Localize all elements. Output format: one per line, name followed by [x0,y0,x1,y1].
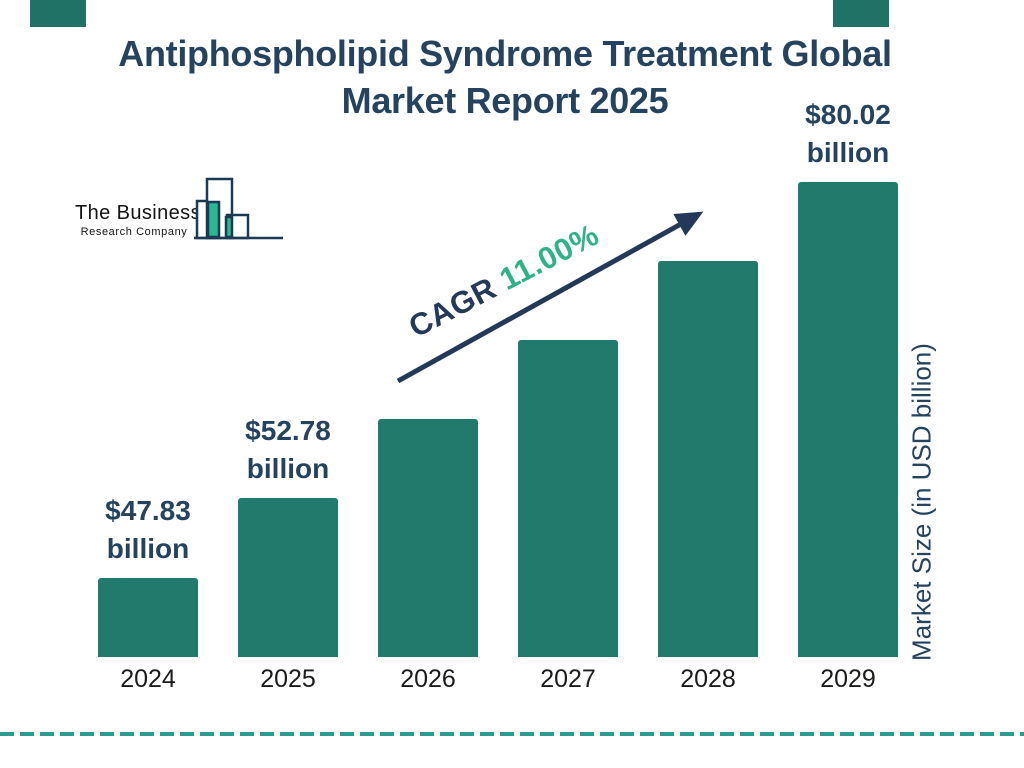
cagr-label: CAGR [403,270,502,345]
corner-accent-left [30,0,86,27]
logo-company-subname: Research Company [80,226,188,238]
bottom-dashed-line [0,732,1024,736]
bar-2027 [518,340,618,657]
page-title-line2: Market Report 2025 [341,80,669,121]
value-label-2024: $47.83 billion [68,492,228,568]
company-logo: The Business Research Company [75,176,290,248]
value-label-2025: $52.78 billion [208,412,368,488]
bar-2025 [238,498,338,657]
value-label-line: billion [106,533,190,564]
x-tick-label-2028: 2028 [680,665,736,693]
bar-2024 [98,578,198,657]
value-label-line: $47.83 [105,495,191,526]
value-label-2029: $80.02 billion [768,96,928,172]
page-title: Antiphospholipid Syndrome Treatment Glob… [0,30,1010,124]
corner-accent-right [833,0,889,27]
value-label-line: billion [246,453,330,484]
x-tick-label-2027: 2027 [540,665,596,693]
cagr-annotation: CAGR 11.00% [403,217,605,345]
page-title-line1: Antiphospholipid Syndrome Treatment Glob… [118,33,892,74]
bar-2029 [798,182,898,657]
x-tick-label-2024: 2024 [120,665,176,693]
value-label-line: $52.78 [245,415,331,446]
bar-2028 [658,261,758,657]
x-tick-label-2025: 2025 [260,665,316,693]
value-label-line: $80.02 [805,99,891,130]
x-tick-label-2026: 2026 [400,665,456,693]
bar-2026 [378,419,478,657]
cagr-value: 11.00% [493,216,605,298]
logo-text: The Business Research Company [75,202,201,238]
logo-company-name: The Business [75,202,201,224]
logo-bars-icon [194,177,283,240]
x-tick-label-2029: 2029 [820,665,876,693]
value-label-line: billion [806,137,890,168]
y-axis-label: Market Size (in USD billion) [906,343,937,661]
